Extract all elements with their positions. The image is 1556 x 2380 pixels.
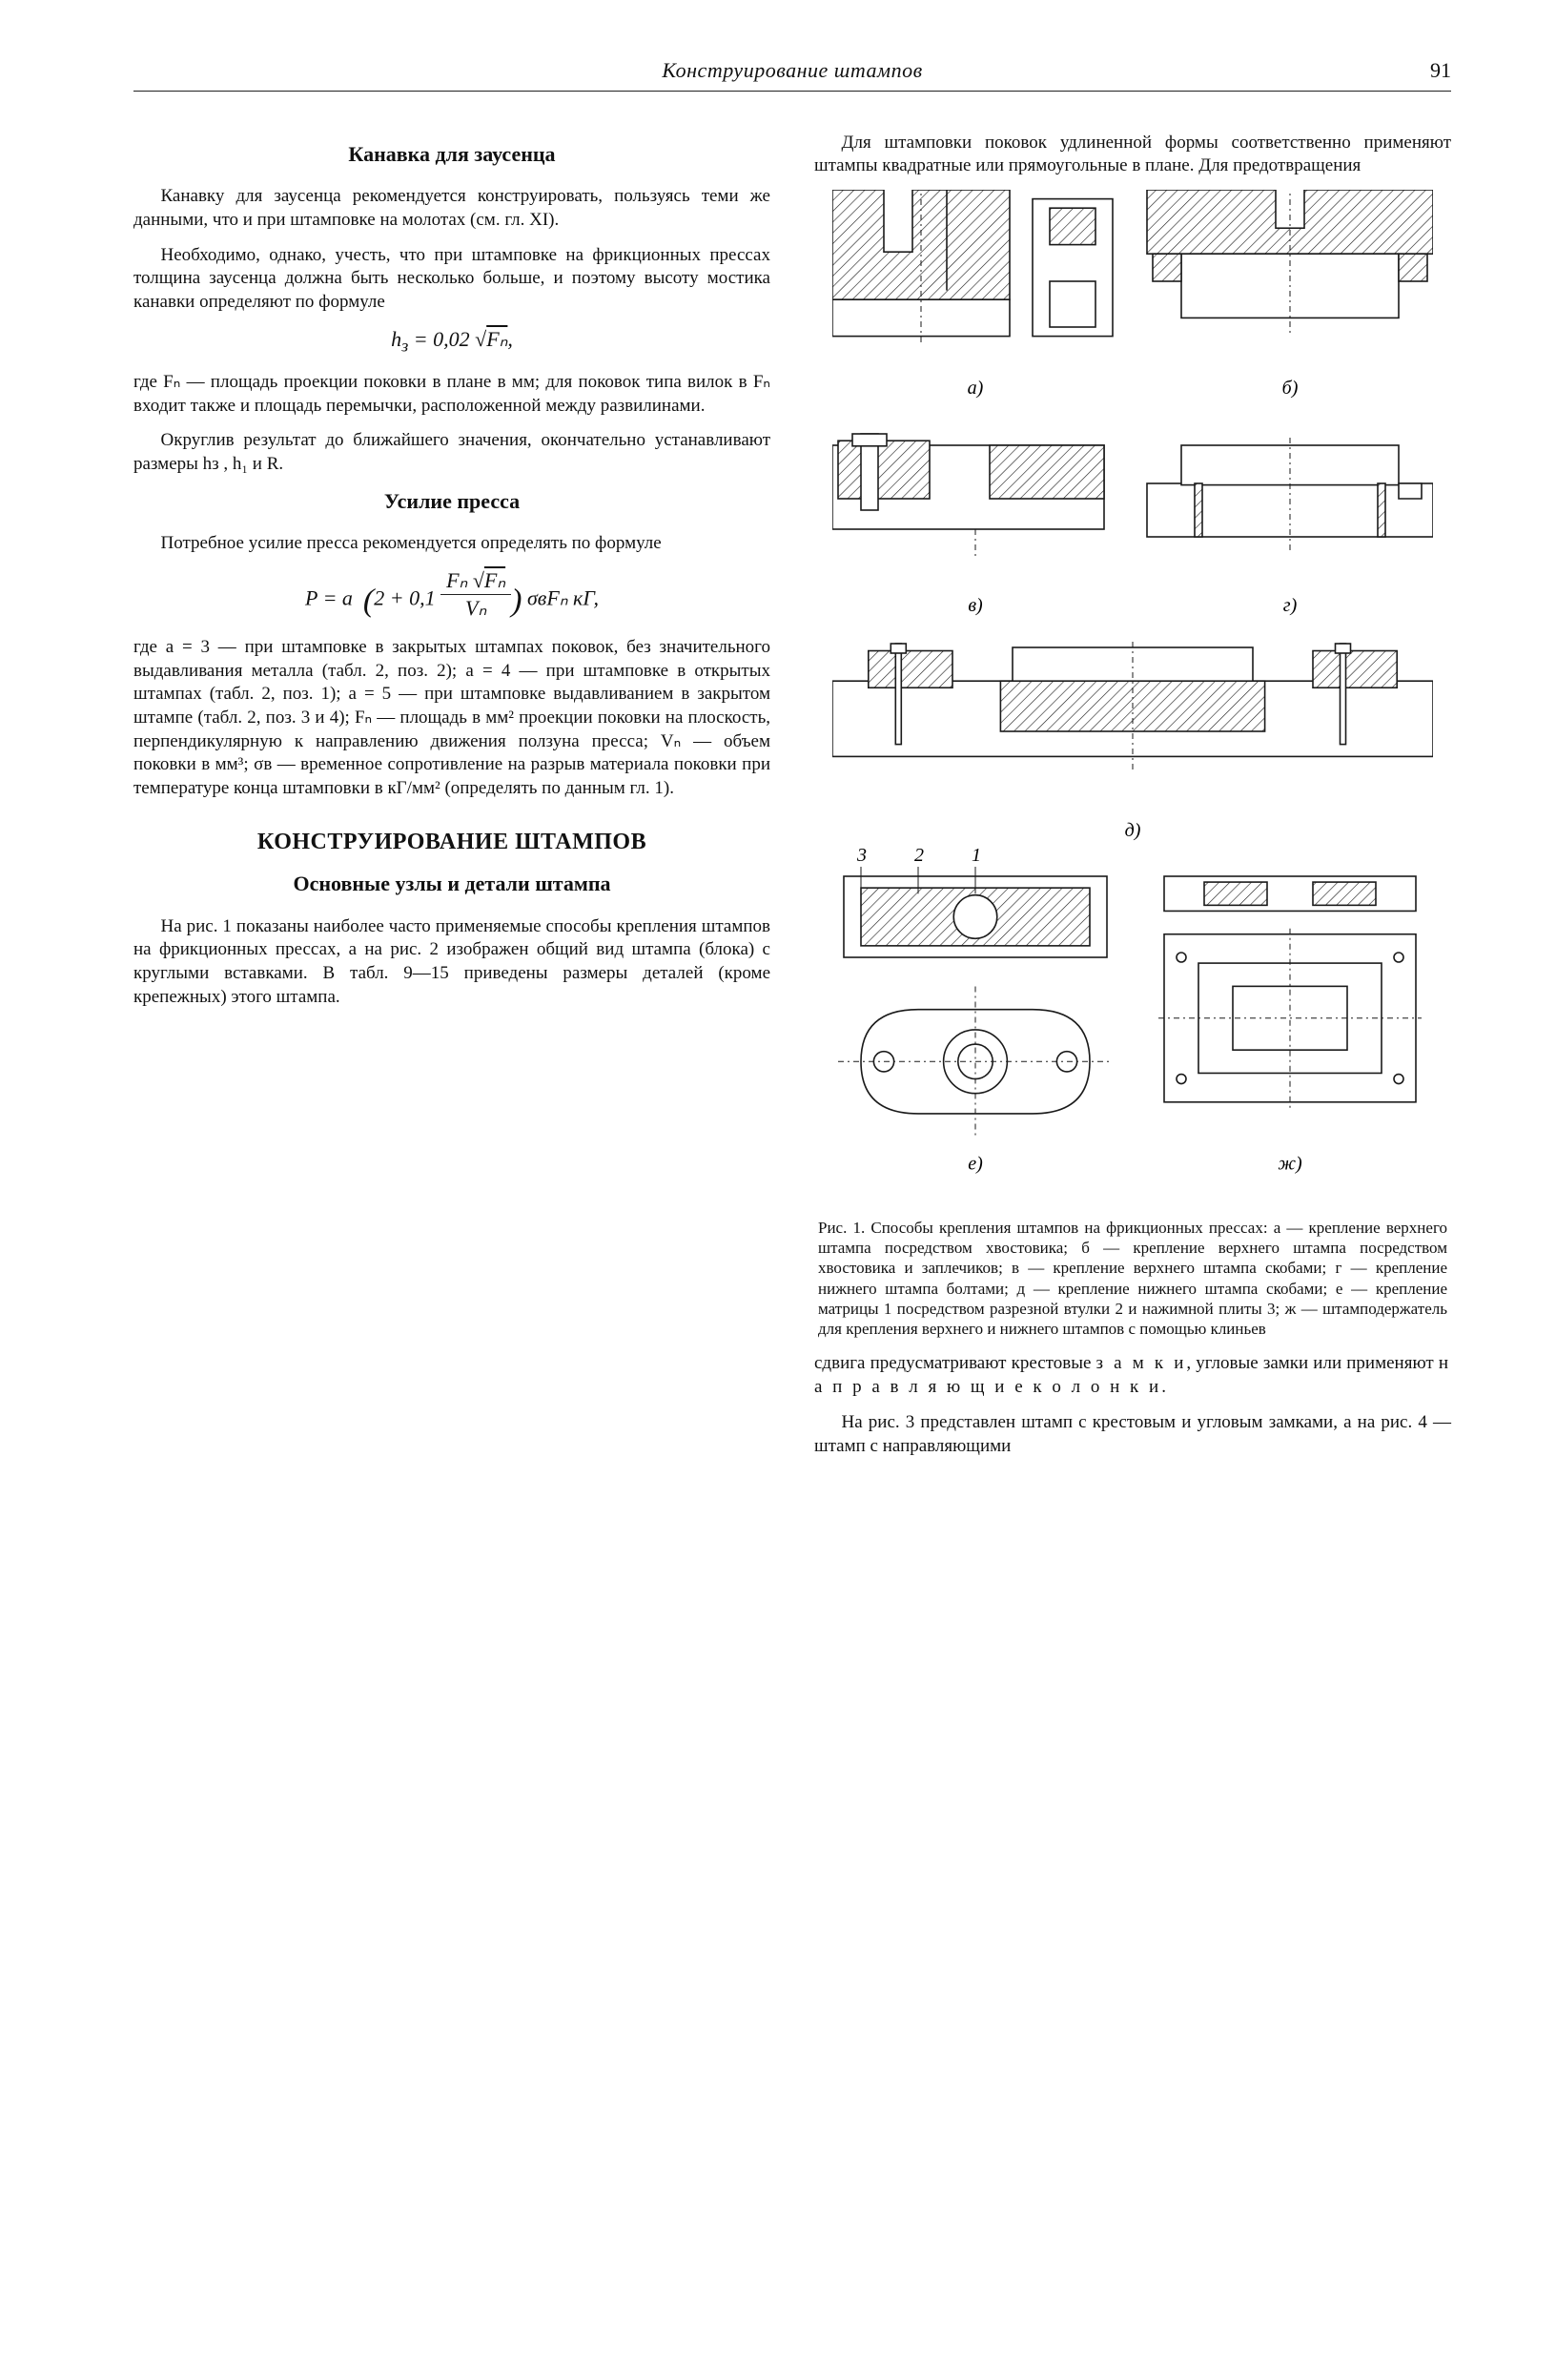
svg-text:a): a) (968, 378, 984, 399)
formula-hz: hз = 0,02 √Fₙ, (133, 326, 770, 358)
formula-P-den: Vₙ (440, 595, 511, 623)
p-kanavka-1: Канавку для заусенца рекомендуется конст… (133, 185, 770, 232)
formula-P-lhs: P = a (305, 585, 353, 609)
formula-P-inside: 2 + 0,1 (374, 585, 435, 609)
formula-P-open: ( (363, 583, 374, 618)
body-columns: Канавка для заусенца Канавку для заусенц… (133, 132, 1451, 2267)
p-usilie-2: где a = 3 — при штамповке в закрытых шта… (133, 636, 770, 801)
subheading-konstr: Основные узлы и детали штампа (133, 871, 770, 898)
p-kanavka-3: где Fₙ — площадь проекции поковки в план… (133, 371, 770, 418)
running-title: Конструирование штампов (191, 57, 1394, 85)
svg-text:ж): ж) (1278, 1154, 1302, 1175)
heading-konstr: КОНСТРУИРОВАНИЕ ШТАМПОВ (133, 828, 770, 857)
p-right-top: Для штамповки поковок удлиненной формы с… (814, 132, 1451, 178)
svg-text:д): д) (1125, 820, 1141, 841)
heading-usilie: Усилие пресса (133, 488, 770, 516)
p-right-bottom-1: сдвига предусматривают крестовые з а м к… (814, 1352, 1451, 1399)
page: Конструирование штампов 91 Канавка для з… (0, 0, 1556, 2380)
svg-text:2: 2 (914, 845, 924, 866)
rb1-c: , угловые замки или применяют (1186, 1353, 1438, 1373)
formula-hz-eq: = 0,02 (408, 327, 475, 351)
formula-hz-root: √ (475, 327, 486, 351)
svg-text:3: 3 (856, 845, 867, 866)
page-number: 91 (1394, 57, 1451, 85)
formula-P-num-b: Fₙ (484, 568, 505, 592)
p-kanavka-4: Округлив результат до ближайшего значени… (133, 429, 770, 476)
figure-1-svg: a) б) в) г) д) 3 2 1 е) ж) (832, 190, 1433, 1210)
formula-P-frac: Fₙ √Fₙ Vₙ (440, 567, 511, 623)
formula-hz-rad: Fₙ (486, 327, 507, 351)
svg-text:1: 1 (972, 845, 981, 866)
formula-hz-tail: , (507, 327, 513, 351)
heading-kanavka: Канавка для заусенца (133, 141, 770, 169)
p-usilie-1: Потребное усилие пресса рекомендуется оп… (133, 532, 770, 556)
figure-1: a) б) в) г) д) 3 2 1 е) ж) (814, 190, 1451, 1210)
formula-hz-lhs: h (391, 327, 401, 351)
formula-P: P = a (2 + 0,1 Fₙ √Fₙ Vₙ) σвFₙ кГ, (133, 567, 770, 623)
svg-text:г): г) (1283, 595, 1298, 616)
svg-text:е): е) (968, 1154, 983, 1175)
svg-text:б): б) (1282, 378, 1299, 399)
p-kanavka-2: Необходимо, однако, учесть, что при штам… (133, 244, 770, 315)
formula-P-num-a: Fₙ √ (446, 568, 484, 592)
svg-text:в): в) (968, 595, 983, 616)
rb1-b: з а м к и (1096, 1353, 1187, 1373)
running-head: Конструирование штампов 91 (133, 57, 1451, 85)
formula-P-tail: σвFₙ кГ, (522, 585, 599, 609)
p-konstr-1: На рис. 1 показаны наиболее часто примен… (133, 915, 770, 1010)
rb1-a: сдвига предусматривают крестовые (814, 1353, 1096, 1373)
figure-1-caption: Рис. 1. Способы крепления штампов на фри… (818, 1218, 1447, 1340)
rb1-e: . (1161, 1377, 1166, 1397)
header-rule (133, 91, 1451, 92)
formula-P-close: ) (511, 583, 522, 618)
p-right-bottom-2: На рис. 3 представлен штамп с крестовым … (814, 1411, 1451, 1458)
